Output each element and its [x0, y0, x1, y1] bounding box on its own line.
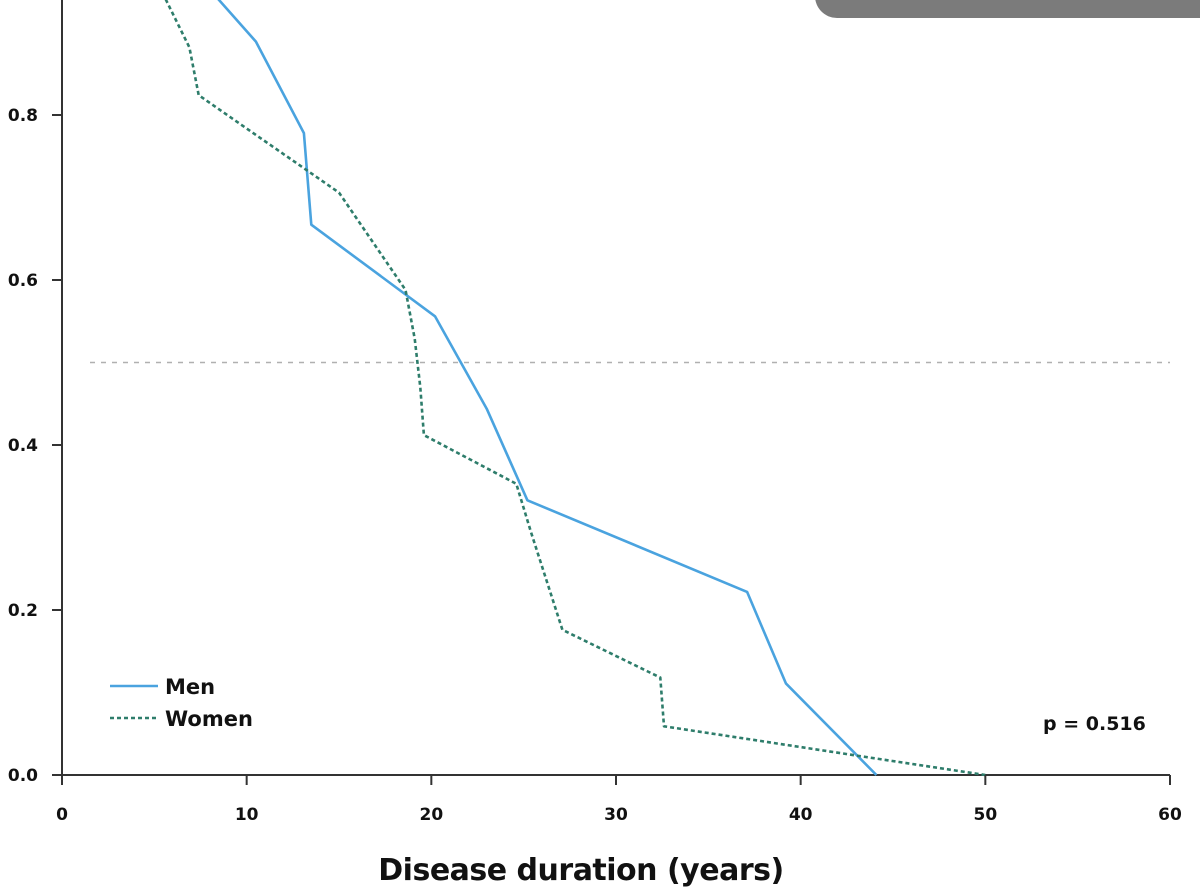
legend: Men Women — [110, 675, 253, 731]
legend-label-women: Women — [165, 707, 253, 731]
top-overlay-bar — [815, 0, 1200, 18]
legend-label-men: Men — [165, 675, 215, 699]
p-value-annotation: p = 0.516 — [1043, 713, 1146, 735]
y-tick-label: 0.4 — [8, 436, 38, 456]
y-tick-label: 0.8 — [8, 106, 38, 126]
x-tick-label: 0 — [56, 805, 68, 825]
y-tick-label: 0.0 — [8, 766, 38, 786]
series-line-women — [164, 0, 986, 777]
x-axis-title: Disease duration (years) — [378, 853, 783, 888]
y-tick-label: 0.6 — [8, 271, 38, 291]
x-tick-label: 30 — [604, 805, 628, 825]
x-tick-label: 40 — [789, 805, 813, 825]
series-line-men — [217, 0, 878, 776]
x-tick-label: 10 — [235, 805, 259, 825]
x-tick-label: 20 — [419, 805, 443, 825]
x-tick-label: 50 — [973, 805, 997, 825]
y-tick-label: 0.2 — [8, 601, 38, 621]
x-tick-label: 60 — [1158, 805, 1182, 825]
